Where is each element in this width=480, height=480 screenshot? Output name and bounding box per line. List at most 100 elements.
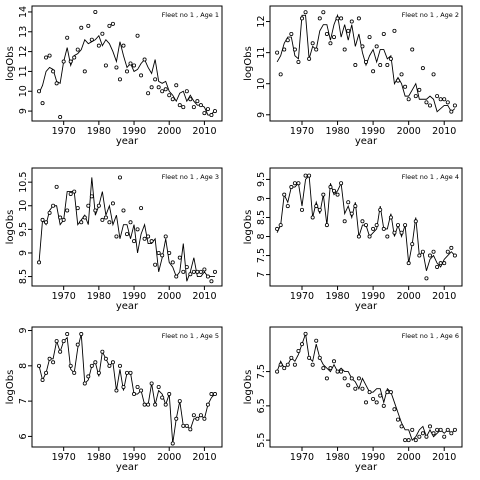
observation-point [209, 113, 214, 118]
observation-point [367, 234, 372, 239]
observation-point [349, 376, 354, 381]
observation-point [296, 59, 301, 64]
observation-point [275, 226, 280, 231]
panel-title: Fleet no 1 , Age 5 [162, 332, 219, 340]
observation-point [328, 366, 333, 371]
observation-point [167, 250, 172, 255]
observation-point [406, 97, 411, 102]
observation-point [54, 339, 59, 344]
observation-point [75, 206, 80, 211]
observation-point [445, 100, 450, 105]
observation-point [339, 16, 344, 21]
observation-point [307, 173, 312, 178]
observation-point [307, 355, 312, 360]
observation-point [363, 223, 368, 228]
observation-point [296, 181, 301, 186]
observation-point [413, 94, 418, 99]
observation-point [160, 89, 165, 94]
panel-3: 1970 1980 1990 2000 2010 8.5 9 9.5 10 10.5 year log… [5, 167, 223, 312]
observation-point [156, 85, 161, 90]
observation-point [125, 370, 130, 375]
x-tick-label: 1970 [52, 126, 76, 137]
observation-point [356, 376, 361, 381]
observation-point [191, 413, 196, 418]
observation-point [177, 255, 182, 260]
x-tick-label: 2000 [157, 452, 181, 463]
observation-point [299, 342, 304, 347]
observation-point [420, 431, 425, 436]
y-tick-label: 6 [18, 433, 29, 439]
x-axis-label: year [116, 301, 139, 312]
observation-point [371, 396, 376, 401]
observation-point [410, 242, 415, 247]
observation-point [117, 77, 122, 82]
observation-point [125, 232, 130, 237]
y-tick-label: 7.5 [256, 364, 267, 379]
observation-point [156, 250, 161, 255]
observation-point [209, 279, 214, 284]
observation-point [103, 63, 108, 68]
observation-point [82, 381, 87, 386]
observation-point [289, 31, 294, 36]
x-tick-label: 2000 [397, 126, 421, 137]
observation-point [58, 115, 63, 120]
observation-point [449, 245, 454, 250]
observation-point [314, 47, 319, 52]
observation-point [403, 223, 408, 228]
y-tick-label: 8.5 [18, 269, 29, 284]
observation-point [146, 402, 151, 407]
panel-2: 1970 1980 1990 2000 2010 9 10 11 12 year logObs Fle… [243, 5, 463, 147]
x-tick-label: 1970 [52, 452, 76, 463]
observation-point [44, 370, 49, 375]
observation-point [149, 239, 154, 244]
observation-point [417, 434, 422, 439]
observation-point [121, 208, 126, 213]
observation-point [177, 103, 182, 108]
observation-point [342, 47, 347, 52]
observation-point [328, 185, 333, 190]
observation-point [125, 69, 130, 74]
observation-point [449, 431, 454, 436]
observation-point [310, 41, 315, 46]
observation-point [188, 272, 193, 277]
observation-point [209, 392, 214, 397]
x-tick-label: 2010 [192, 452, 216, 463]
observation-point [363, 400, 368, 405]
observation-point [353, 204, 358, 209]
observation-point [431, 431, 436, 436]
observation-point [367, 390, 372, 395]
observation-point [403, 438, 408, 443]
observation-point [385, 390, 390, 395]
observation-point [374, 44, 379, 49]
observation-point [132, 392, 137, 397]
observation-point [442, 97, 447, 102]
observation-point [181, 423, 186, 428]
observation-point [117, 363, 122, 368]
observation-point [58, 215, 63, 220]
observation-point [427, 253, 432, 258]
observation-point [395, 78, 400, 83]
observation-point [314, 338, 319, 343]
observation-point [184, 89, 189, 94]
observation-point [82, 69, 87, 74]
observation-point [435, 427, 440, 432]
observation-point [431, 72, 436, 77]
observation-point [89, 363, 94, 368]
observation-point [292, 362, 297, 367]
observation-point [142, 402, 147, 407]
x-tick-label: 1970 [290, 126, 314, 137]
x-tick-label: 1970 [290, 291, 314, 302]
observation-point [103, 215, 108, 220]
observation-point [103, 356, 108, 361]
observation-point [167, 392, 172, 397]
observation-point [420, 249, 425, 254]
y-tick-label: 14 [18, 6, 29, 18]
y-tick-label: 8.5 [256, 210, 267, 225]
observation-point [146, 91, 151, 96]
observation-point [285, 38, 290, 43]
observation-point [65, 208, 70, 213]
observation-point [324, 223, 329, 228]
observation-point [195, 416, 200, 421]
observation-point [82, 215, 87, 220]
x-axis-label: year [355, 301, 378, 312]
